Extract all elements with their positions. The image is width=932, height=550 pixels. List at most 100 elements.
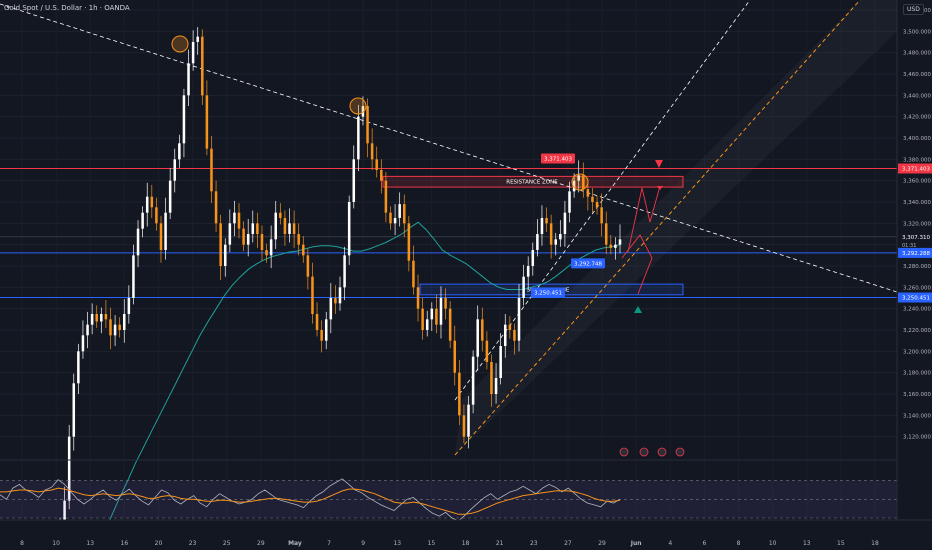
candle-body xyxy=(95,314,98,322)
candle-body xyxy=(251,223,255,234)
projection-arrow-down-up xyxy=(621,234,653,295)
candle-body xyxy=(352,159,356,202)
arrow-head-up xyxy=(657,186,663,190)
candle-body xyxy=(407,223,411,261)
resistance-zone xyxy=(382,175,684,188)
candle-body xyxy=(63,500,66,525)
candle-body xyxy=(297,234,300,245)
candle-body xyxy=(471,356,475,405)
candle-body xyxy=(435,308,438,325)
time-tick-label: 25 xyxy=(223,540,231,547)
candle-body xyxy=(398,204,401,218)
candle-body xyxy=(389,212,392,224)
price-tick-label: 3,200.000 xyxy=(903,349,931,355)
candle-body xyxy=(444,298,447,309)
level-label-resistance: 3,371.403 xyxy=(902,167,930,173)
candle-body xyxy=(412,260,415,288)
candle-body xyxy=(279,212,282,218)
candle-body xyxy=(242,228,245,245)
candle-body xyxy=(582,175,585,190)
candle-body xyxy=(159,223,163,250)
candle-body xyxy=(324,319,328,341)
candle-body xyxy=(499,346,502,378)
price-tick-label: 3,500.000 xyxy=(903,29,931,35)
level-label-bg-current xyxy=(898,231,932,250)
candle-body xyxy=(81,335,85,352)
candle-body xyxy=(430,308,434,320)
candle-body xyxy=(545,218,548,224)
candle-body xyxy=(178,143,181,160)
candle-body xyxy=(595,202,599,208)
candle-body xyxy=(187,63,190,96)
channel-upper-line xyxy=(454,0,751,401)
time-axis-bg xyxy=(0,520,932,550)
candle-body xyxy=(366,106,369,144)
candle-body xyxy=(164,212,167,250)
candle-body xyxy=(302,244,305,256)
time-tick-label: 10 xyxy=(52,540,60,547)
price-tick-label: 3,320.000 xyxy=(903,221,931,227)
time-tick-label: 13 xyxy=(803,540,811,547)
candle-body xyxy=(448,308,452,341)
time-tick-label: 8 xyxy=(737,540,741,547)
rsi-panel: 40.0060.0080.00 xyxy=(0,459,932,522)
resistance-price-tag-bg xyxy=(541,153,575,164)
candle-body xyxy=(292,223,296,234)
time-axis[interactable]: 8 10 13 16 20 23 25 29 May 7 9 13 15 18 21 23 27 29 Jun 4 6 8… xyxy=(0,519,932,550)
candle-body xyxy=(288,223,291,234)
level-label-support: 3,292.288 xyxy=(902,251,930,257)
support-price-tag: 3,250.451 xyxy=(534,291,562,297)
candle-body xyxy=(361,106,365,117)
candle-body xyxy=(439,298,443,325)
economic-event-icon xyxy=(657,447,667,457)
candle-body xyxy=(517,298,521,341)
currency-label[interactable]: USD xyxy=(903,4,924,15)
candle-body xyxy=(109,319,112,336)
time-tick-label: 4 xyxy=(668,540,672,547)
candle-body xyxy=(485,340,489,362)
mid-price-tag: 3,292.748 xyxy=(574,262,602,268)
chart-annotations: 3,371.403 3,292.748 3,250.451 xyxy=(171,35,685,457)
price-tick-label: 3,160.000 xyxy=(903,392,931,398)
candle-body xyxy=(246,234,250,245)
economic-event-icon xyxy=(675,447,685,457)
candle-body xyxy=(233,212,236,224)
candle-body xyxy=(403,204,406,224)
candle-body xyxy=(618,239,622,245)
price-tick-label: 3,120.000 xyxy=(903,435,931,441)
candle-body xyxy=(168,180,172,213)
candle-body xyxy=(136,228,140,256)
time-tick-label: 9 xyxy=(361,540,365,547)
swing-high-marker xyxy=(349,97,367,115)
price-axis-bg xyxy=(897,0,932,550)
candle-body xyxy=(155,207,158,224)
level-label-current: 3,307.310 xyxy=(902,235,930,241)
candle-body xyxy=(513,330,516,341)
candle-body xyxy=(453,340,457,373)
time-tick-label: 16 xyxy=(121,540,129,547)
time-tick-label: 7 xyxy=(327,540,331,547)
candle-body xyxy=(274,212,277,240)
level-label-bg-resistance xyxy=(898,163,932,174)
rsi-ma-line xyxy=(0,487,621,515)
candle-body xyxy=(526,266,530,277)
candle-body xyxy=(127,298,131,314)
candle-body xyxy=(150,196,154,208)
time-tick-label: Jun xyxy=(630,540,642,547)
candle-body xyxy=(118,324,121,330)
candle-body xyxy=(269,239,273,256)
moving-average-line xyxy=(94,221,621,549)
candle-body xyxy=(586,189,590,197)
candle-body xyxy=(265,250,268,256)
swing-high-marker xyxy=(171,35,189,53)
candle-body xyxy=(256,223,259,234)
level-label-bg-support-low xyxy=(898,292,932,303)
candle-body xyxy=(522,276,525,298)
price-tick-label: 3,240.000 xyxy=(903,307,931,313)
price-axis[interactable]: 3,120.000 3,140.000 3,160.000 3,180.000 3,20… xyxy=(896,0,932,550)
symbol-title[interactable]: Gold Spot / U.S. Dollar · 1h · OANDA xyxy=(4,4,130,12)
time-tick-label: 15 xyxy=(837,540,845,547)
candle-body xyxy=(141,212,144,229)
candle-body xyxy=(393,218,397,224)
